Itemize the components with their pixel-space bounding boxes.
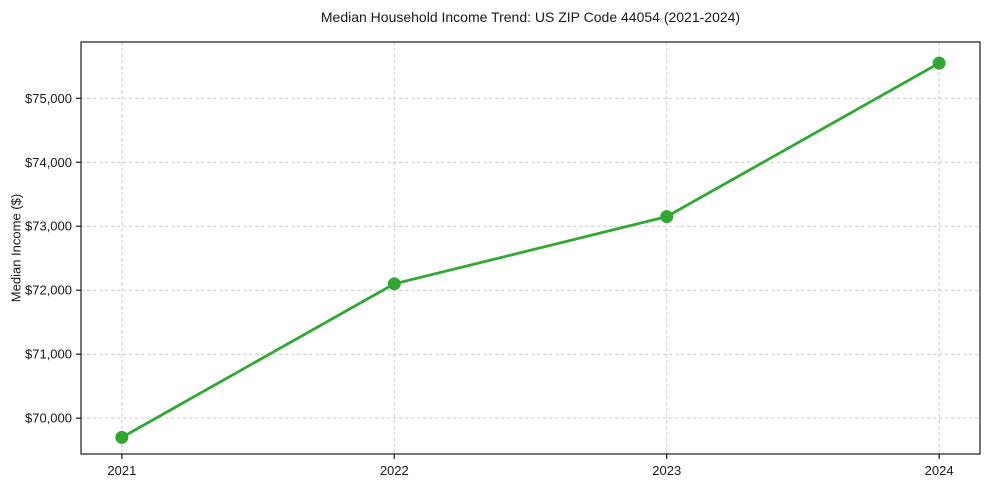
data-point-2022 — [387, 277, 401, 291]
data-point-2021 — [115, 430, 129, 444]
data-point-2024 — [932, 56, 946, 70]
income-trend-line — [120, 61, 941, 439]
y-tick-label: $72,000 — [25, 283, 72, 298]
x-tick-label: 2023 — [652, 463, 681, 478]
y-tick-label: $74,000 — [25, 155, 72, 170]
plot-border — [80, 41, 981, 455]
y-tick-label: $71,000 — [25, 347, 72, 362]
x-tick-label: 2024 — [925, 463, 954, 478]
y-tick-label: $70,000 — [25, 411, 72, 426]
chart-title: Median Household Income Trend: US ZIP Co… — [320, 9, 741, 25]
y-tick-label: $75,000 — [25, 91, 72, 106]
x-tick-label: 2021 — [107, 463, 136, 478]
x-tick-label: 2022 — [380, 463, 409, 478]
y-tick-label: $73,000 — [25, 219, 72, 234]
data-point-2023 — [660, 210, 674, 224]
